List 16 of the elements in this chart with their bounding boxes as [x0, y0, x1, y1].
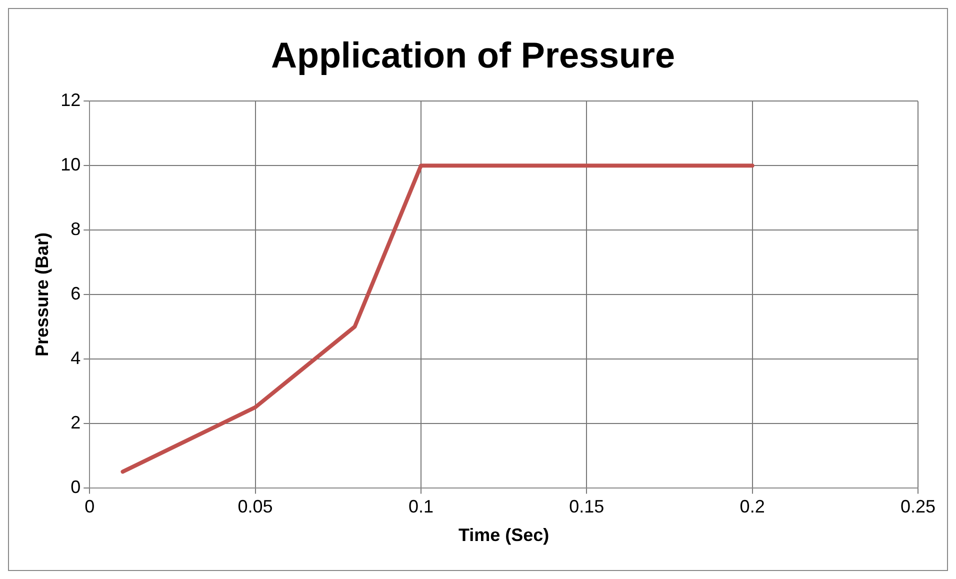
y-tick-label: 8	[70, 219, 81, 240]
y-tick-label: 6	[70, 283, 81, 304]
y-tick-label: 10	[60, 154, 81, 175]
y-axis-title: Pressure (Bar)	[32, 232, 52, 357]
x-tick-label: 0.1	[408, 496, 434, 517]
x-tick-label: 0.15	[569, 496, 604, 517]
y-tick-label: 2	[70, 412, 81, 432]
chart-title: Application of Pressure	[270, 34, 676, 76]
y-tick-label: 0	[70, 476, 81, 497]
x-tick-label: 0.05	[238, 496, 273, 517]
x-axis-title: Time (Sec)	[458, 525, 550, 546]
y-tick-label: 12	[60, 90, 81, 110]
x-tick-label: 0	[84, 496, 95, 517]
y-tick-label: 4	[70, 348, 81, 368]
x-tick-label: 0.25	[900, 496, 936, 517]
x-tick-label: 0.2	[740, 496, 765, 517]
